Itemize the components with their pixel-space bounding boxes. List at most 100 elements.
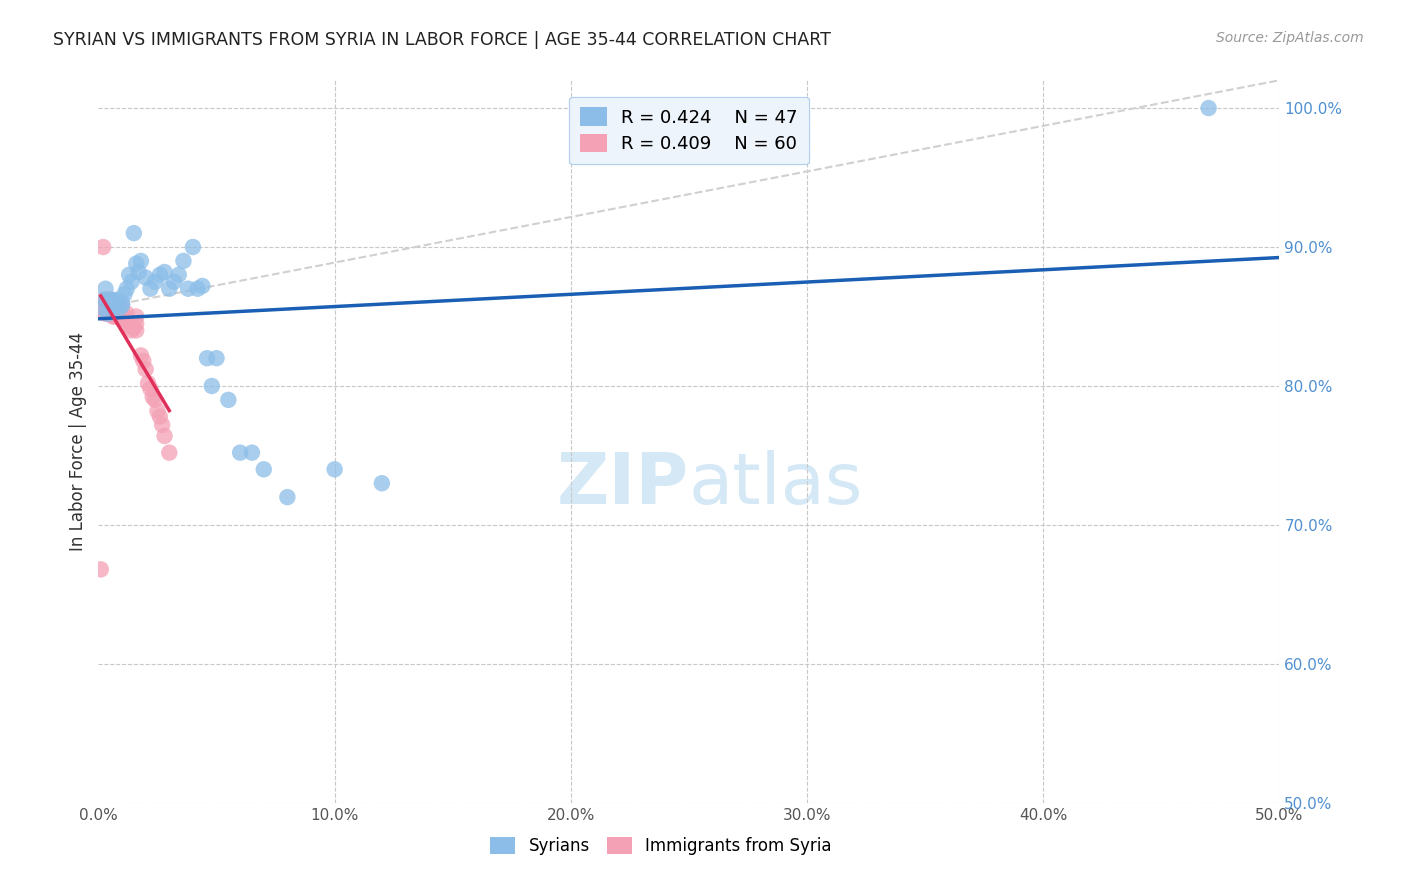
Point: [143, 275, 166, 289]
Point: [98, 293, 121, 307]
Point: [121, 275, 143, 289]
Point: [121, 323, 143, 337]
Text: SYRIAN VS IMMIGRANTS FROM SYRIA IN LABOR FORCE | AGE 35-44 CORRELATION CHART: SYRIAN VS IMMIGRANTS FROM SYRIA IN LABOR…: [53, 31, 831, 49]
Point: [94, 295, 117, 310]
Point: [129, 253, 152, 268]
Point: [149, 409, 172, 424]
Point: [253, 462, 276, 476]
Point: [98, 295, 121, 310]
Point: [108, 302, 131, 317]
Point: [187, 282, 209, 296]
Point: [149, 268, 172, 282]
Point: [135, 270, 157, 285]
Point: [191, 279, 214, 293]
Point: [1198, 101, 1220, 115]
Point: [91, 302, 114, 317]
Point: [108, 310, 131, 324]
Point: [111, 298, 134, 312]
Point: [104, 295, 127, 310]
Point: [153, 429, 176, 443]
Point: [105, 293, 128, 307]
Point: [104, 301, 127, 315]
Y-axis label: In Labor Force | Age 35-44: In Labor Force | Age 35-44: [69, 332, 87, 551]
Point: [125, 323, 148, 337]
Point: [91, 293, 114, 307]
Text: Source: ZipAtlas.com: Source: ZipAtlas.com: [1216, 31, 1364, 45]
Point: [105, 298, 128, 312]
Point: [167, 268, 190, 282]
Point: [108, 301, 131, 315]
Point: [111, 310, 134, 324]
Point: [101, 300, 124, 314]
Point: [94, 293, 117, 307]
Point: [91, 298, 114, 312]
Point: [122, 320, 145, 334]
Point: [125, 317, 148, 331]
Point: [163, 275, 186, 289]
Point: [122, 226, 145, 240]
Point: [229, 445, 252, 459]
Point: [91, 301, 114, 315]
Point: [97, 298, 120, 312]
Point: [101, 304, 124, 318]
Point: [104, 298, 127, 312]
Point: [94, 293, 117, 307]
Point: [91, 295, 114, 310]
Point: [181, 240, 204, 254]
Point: [90, 302, 112, 317]
Legend: R = 0.424    N = 47, R = 0.409    N = 60: R = 0.424 N = 47, R = 0.409 N = 60: [569, 96, 808, 164]
Point: [104, 302, 127, 317]
Point: [157, 282, 180, 296]
Point: [112, 312, 135, 326]
Text: atlas: atlas: [689, 450, 863, 519]
Point: [105, 300, 128, 314]
Point: [105, 304, 128, 318]
Point: [201, 379, 224, 393]
Point: [136, 376, 159, 391]
Point: [94, 302, 117, 317]
Point: [118, 268, 141, 282]
Point: [97, 293, 120, 307]
Point: [125, 310, 148, 324]
Point: [101, 310, 124, 324]
Point: [146, 404, 169, 418]
Point: [105, 310, 128, 324]
Point: [205, 351, 228, 366]
Point: [217, 392, 239, 407]
Point: [276, 490, 298, 504]
Point: [104, 310, 127, 324]
Point: [98, 293, 121, 307]
Point: [111, 305, 134, 319]
Text: ZIP: ZIP: [557, 450, 689, 519]
Point: [112, 310, 135, 324]
Point: [97, 295, 120, 310]
Point: [129, 348, 152, 362]
Point: [98, 300, 121, 314]
Point: [94, 300, 117, 314]
Point: [94, 282, 117, 296]
Point: [101, 298, 124, 312]
Point: [111, 295, 134, 310]
Point: [157, 445, 180, 459]
Point: [115, 313, 138, 327]
Legend: Syrians, Immigrants from Syria: Syrians, Immigrants from Syria: [484, 830, 838, 862]
Point: [98, 302, 121, 317]
Point: [112, 287, 135, 301]
Point: [118, 319, 141, 334]
Point: [142, 390, 165, 404]
Point: [90, 562, 112, 576]
Point: [240, 445, 263, 459]
Point: [371, 476, 394, 491]
Point: [128, 265, 150, 279]
Point: [135, 362, 157, 376]
Point: [101, 295, 124, 310]
Point: [90, 295, 112, 310]
Point: [97, 307, 120, 321]
Point: [111, 298, 134, 312]
Point: [139, 382, 162, 396]
Point: [98, 307, 121, 321]
Point: [94, 307, 117, 321]
Point: [143, 392, 166, 407]
Point: [139, 282, 162, 296]
Point: [125, 257, 148, 271]
